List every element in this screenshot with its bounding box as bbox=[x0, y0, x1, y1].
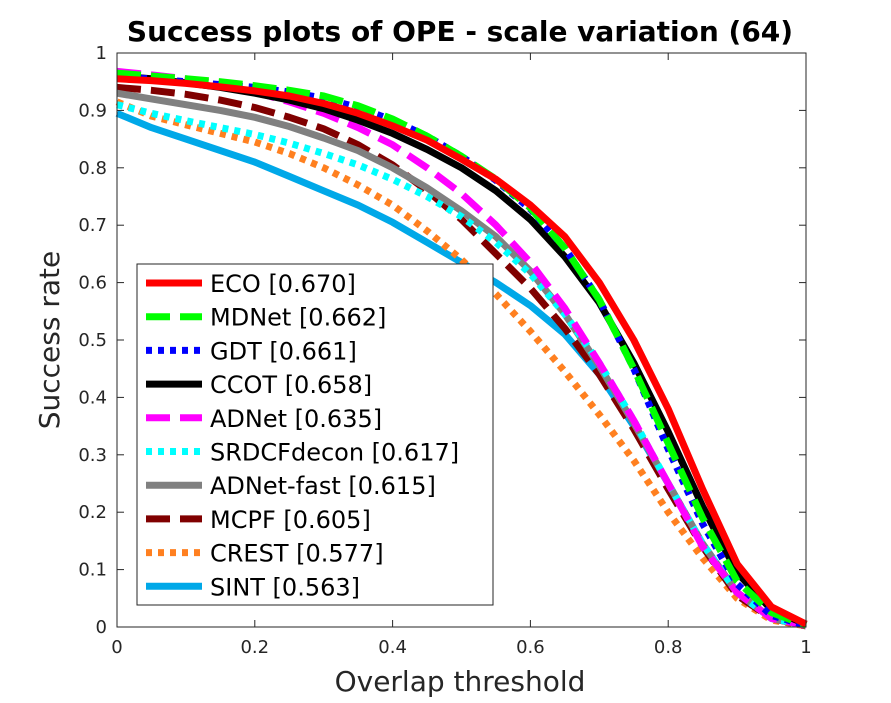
series-line-adnet-fast bbox=[116, 89, 807, 629]
y-tick-label: 0 bbox=[96, 617, 107, 638]
series-layer bbox=[115, 67, 808, 630]
x-axis-label: Overlap threshold bbox=[335, 665, 586, 698]
y-tick-label: 0.4 bbox=[78, 387, 107, 408]
legend-label-ccot: CCOT [0.658] bbox=[210, 371, 372, 399]
series-line-srdcfdecon bbox=[116, 101, 807, 629]
legend: ECO [0.670] MDNet [0.662] GDT [0.661] CCOT … bbox=[136, 263, 494, 606]
y-tick-label: 0.5 bbox=[78, 330, 107, 351]
legend-label-mcpf: MCPF [0.605] bbox=[210, 506, 371, 534]
y-tick-label: 0.1 bbox=[78, 560, 107, 581]
y-tick-label: 0.3 bbox=[78, 445, 107, 466]
x-tick-label: 0.4 bbox=[378, 637, 407, 658]
y-tick-label: 0.6 bbox=[78, 273, 107, 294]
legend-label-eco: ECO [0.670] bbox=[210, 270, 356, 298]
y-tick-label: 0.8 bbox=[78, 158, 107, 179]
y-axis-label: Success rate bbox=[33, 251, 66, 430]
legend-label-adnet: ADNet [0.635] bbox=[210, 405, 382, 433]
y-axis-ticks: 0 0.1 0.2 0.3 0.4 0.5 0.6 0.7 0.8 0.9 1 bbox=[78, 43, 806, 638]
y-tick-label: 1 bbox=[96, 43, 107, 64]
x-tick-label: 0.8 bbox=[654, 637, 683, 658]
x-tick-label: 1 bbox=[800, 637, 811, 658]
series-line-crest bbox=[115, 98, 807, 630]
series-line-eco bbox=[116, 75, 808, 628]
legend-box bbox=[136, 263, 494, 606]
x-tick-label: 0.6 bbox=[516, 637, 545, 658]
y-tick-label: 0.9 bbox=[78, 100, 107, 121]
x-axis-ticks: 0 0.2 0.4 0.6 0.8 1 bbox=[111, 53, 812, 658]
chart-title: Success plots of OPE - scale variation (… bbox=[127, 15, 793, 48]
x-tick-label: 0 bbox=[111, 637, 122, 658]
y-tick-label: 0.7 bbox=[78, 215, 107, 236]
y-tick-label: 0.2 bbox=[78, 502, 107, 523]
legend-label-sint: SINT [0.563] bbox=[210, 573, 360, 601]
legend-label-adnet-fast: ADNet-fast [0.615] bbox=[210, 472, 436, 500]
legend-label-gdt: GDT [0.661] bbox=[210, 337, 357, 365]
legend-label-srdcfdecon: SRDCFdecon [0.617] bbox=[210, 439, 459, 467]
legend-label-mdnet: MDNet [0.662] bbox=[210, 304, 386, 332]
x-tick-label: 0.2 bbox=[240, 637, 269, 658]
legend-label-crest: CREST [0.577] bbox=[210, 540, 384, 568]
